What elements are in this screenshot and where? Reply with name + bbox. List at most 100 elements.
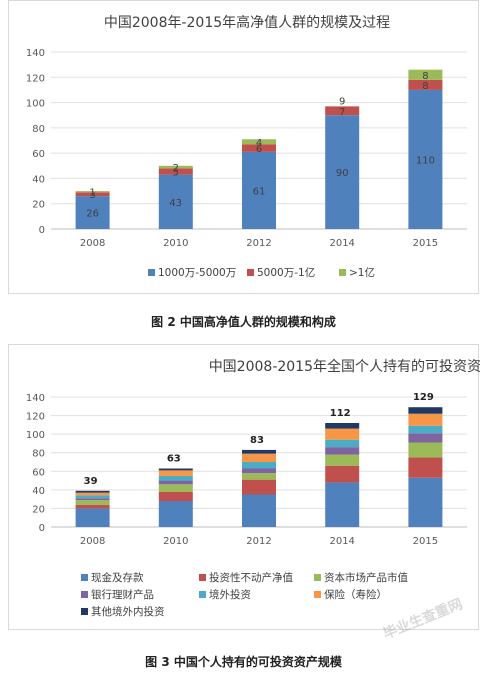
bar-segment [325,106,360,116]
legend-swatch [81,608,88,615]
bar-segment [75,504,110,509]
figure-2-caption: 图 2 中国高净值人群的规模和构成 [151,315,336,329]
bar-segment [325,454,360,466]
y-tick-label: 120 [26,73,45,84]
data-label: 7 [339,107,345,118]
bar-segment [242,479,276,495]
y-tick-label: 80 [32,124,45,135]
bar-segment [242,144,276,152]
bar-segment [242,151,276,229]
x-tick-label: 2008 [80,238,105,249]
bar-segment [158,468,193,471]
bar-segment [158,168,193,175]
legend-swatch [247,269,254,276]
bar-segment [158,501,193,527]
bar-segment [158,491,193,501]
legend-label: 其他境外内投资 [91,605,165,618]
bar-segment [75,495,110,499]
bar-segment [325,115,360,229]
y-tick-label: 20 [32,200,45,211]
legend-swatch [81,574,88,581]
bar-segment [325,465,360,483]
data-label: 2 [173,163,179,174]
y-tick-label: 140 [26,48,45,59]
bar-segment [75,490,110,493]
x-tick-label: 2012 [246,536,271,547]
data-label: 5 [173,167,179,178]
chart-2-svg: 中国2008-2015年全国个人持有的可投资资 0 20 40 60 80 100 120 14… [26,358,480,618]
x-tick-label: 2010 [163,536,188,547]
total-label: 63 [167,454,181,465]
chart-1-svg: 中国2008年-2015年高净值人群的规模及过程0204060801001201… [26,14,467,279]
data-label: 4 [256,138,262,149]
bar-segment [75,498,110,501]
legend-label: 银行理财产品 [91,588,154,601]
y-tick-label: 0 [39,523,45,534]
bar-segment [158,480,193,485]
bar-segment [408,89,443,229]
bar-segment [325,447,360,455]
x-tick-label: 2014 [329,238,354,249]
bar-segment [75,192,110,197]
bar-segment [242,139,276,145]
bar-segment [75,500,110,505]
bar-segment [158,484,193,492]
y-tick-label: 40 [32,174,45,185]
bar-segment [408,79,443,90]
y-tick-label: 0 [39,225,45,236]
legend-swatch [314,591,321,598]
data-label: 8 [422,81,428,92]
chart-2-frame: 中国2008-2015年全国个人持有的可投资资 0 20 40 60 80 100 120 14… [8,344,480,630]
bar-segment [325,428,360,440]
y-tick-label: 60 [32,149,45,160]
legend-label: 资本市场产品市值 [324,571,408,584]
bar-segment [408,69,443,80]
y-tick-label: 100 [26,430,45,441]
bar-segment [75,492,110,496]
legend-swatch [148,269,155,276]
x-tick-label: 2015 [413,238,438,249]
data-label: 6 [256,144,262,155]
bar-segment [242,453,276,462]
chart-1-title: 中国2008年-2015年高净值人群的规模及过程 [104,14,390,31]
total-label: 39 [84,476,98,487]
data-label: 9 [339,96,345,107]
y-tick-label: 40 [32,486,45,497]
figure-3-caption: 图 3 中国个人持有的可投资资产规模 [145,655,342,669]
bar-segment [408,407,443,414]
bar-segment [242,462,276,469]
x-tick-label: 2015 [413,536,438,547]
x-tick-label: 2010 [163,238,188,249]
x-tick-label: 2014 [329,536,354,547]
data-label: 26 [86,209,99,220]
y-tick-label: 20 [32,504,45,515]
legend-label: 保险（寿险） [324,588,387,601]
total-label: 129 [413,392,434,403]
total-label: 112 [330,408,351,419]
bar-segment [408,425,443,434]
legend-label: 1000万-5000万 [158,267,236,279]
bar-segment [325,423,360,429]
x-tick-label: 2008 [80,536,105,547]
bar-segment [242,449,276,454]
legend-swatch [199,574,206,581]
bar-segment [408,413,443,426]
bar-segment [408,433,443,443]
bar-segment [158,174,193,229]
data-label: 1 [89,188,95,199]
legend-label: 投资性不动产净值 [209,571,293,584]
bar-segment [158,165,193,169]
legend-swatch [199,591,206,598]
data-label: 110 [416,155,435,166]
bar-segment [75,508,110,527]
y-tick-label: 80 [32,449,45,460]
legend-label: >1亿 [349,266,375,279]
data-label: 61 [253,186,266,197]
bar-segment [325,439,360,448]
bar-segment [75,196,110,229]
bar-segment [325,482,360,527]
y-tick-label: 100 [26,99,45,110]
bar-segment [158,475,193,481]
legend-swatch [314,574,321,581]
data-label: 8 [422,71,428,82]
